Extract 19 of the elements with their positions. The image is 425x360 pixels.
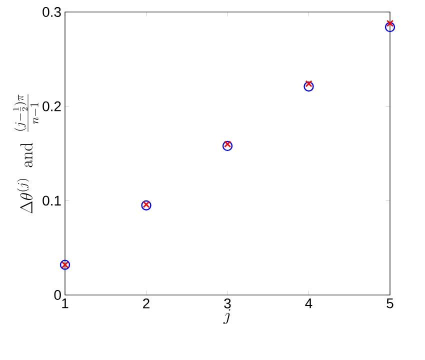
- point: [222, 140, 233, 152]
- point: [141, 200, 152, 210]
- point: [224, 140, 232, 148]
- x-tick-label: 2: [143, 298, 150, 308]
- point: [304, 81, 314, 92]
- point: [142, 200, 150, 208]
- y-axis-title: $\Delta\theta^{(j)}\ \ \mathrm{and}\ \ \frac{(j-\frac{1}{2})\pi}{n-1}$: [13, 94, 38, 214]
- y-tick-label: 0: [54, 290, 61, 300]
- x-tick-label: 1: [62, 298, 68, 308]
- point: [386, 20, 394, 27]
- x-axis-title: $j$: [223, 309, 230, 324]
- point: [384, 22, 396, 32]
- x-tick-label: 4: [305, 298, 312, 308]
- y-tick-label: 0.2: [42, 101, 61, 112]
- y-tick-label: 0.1: [42, 196, 61, 206]
- x-tick-label: 3: [224, 298, 231, 308]
- x-tick-label: 5: [386, 298, 394, 308]
- y-tick-label: 0.3: [42, 7, 61, 17]
- point: [305, 80, 312, 88]
